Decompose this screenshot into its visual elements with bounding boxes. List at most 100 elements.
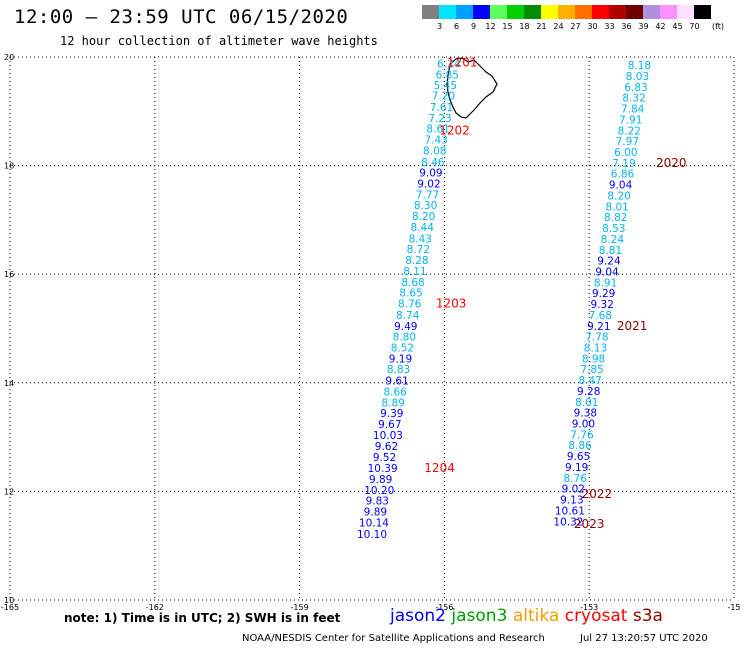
swh-value: 9.13: [560, 495, 583, 507]
legend-label: 39: [638, 22, 649, 31]
pass-time-label: 2020: [656, 156, 687, 170]
legend-label: 42: [655, 22, 666, 31]
generated-timestamp: Jul 27 13:20:57 UTC 2020: [580, 633, 708, 644]
footer-note: note: 1) Time is in UTC; 2) SWH is in fe…: [64, 611, 341, 625]
swh-value: 8.98: [582, 353, 605, 365]
lat-tick-label: 10: [4, 596, 14, 605]
swh-value: 9.00: [572, 419, 595, 431]
legend-label: 18: [519, 22, 530, 31]
swh-value: 9.02: [562, 484, 585, 496]
swh-value: 8.11: [403, 266, 426, 278]
swh-value: 8.89: [382, 397, 405, 409]
swh-value: 9.09: [419, 168, 442, 180]
map-title: 12:00 – 23:59 UTC 06/15/2020: [14, 6, 349, 28]
swh-value: 9.62: [375, 441, 398, 453]
swh-value: 8.81: [599, 245, 622, 257]
swh-value: 9.29: [592, 288, 615, 300]
swh-value: 8.65: [399, 288, 422, 300]
swh-value: 10.39: [368, 463, 398, 475]
swh-value: 8.28: [405, 255, 428, 267]
swh-value: 8.83: [387, 364, 410, 376]
swh-value: 9.49: [394, 321, 417, 333]
legend-swatch: 33: [592, 5, 615, 31]
legend-label: 9: [470, 22, 477, 31]
swh-value: 9.89: [364, 506, 387, 518]
lat-tick-label: 14: [4, 379, 14, 388]
swh-value: 9.21: [587, 321, 610, 333]
swh-value: 7.76: [570, 429, 594, 441]
legend-swatch: 39: [626, 5, 649, 31]
lat-lon-grid: [9, 56, 735, 601]
pass-time-label: 2023: [574, 517, 605, 531]
swh-value: 9.39: [380, 408, 403, 420]
swh-value: 6.00: [614, 147, 637, 159]
swh-value: 9.04: [595, 266, 619, 278]
swh-value: 8.91: [594, 277, 617, 289]
credit-text: NOAA/NESDIS Center for Satellite Applica…: [242, 633, 545, 644]
pass-time-label: 1201: [447, 55, 478, 69]
legend-label: 33: [604, 22, 615, 31]
satellite-cryosat: cryosat: [564, 606, 633, 626]
swh-value: 10.14: [359, 517, 389, 529]
satellite-altika: altika: [512, 606, 565, 626]
swh-value: 7.77: [416, 189, 439, 201]
pass-time-label: 2021: [617, 319, 648, 333]
swh-value: 9.32: [591, 299, 614, 311]
legend-swatch: 21: [524, 5, 547, 31]
lon-tick-label: -162: [146, 603, 164, 612]
lat-tick-label: 18: [4, 162, 14, 171]
lon-tick-label: -165: [1, 603, 19, 612]
swh-value: 8.82: [604, 212, 627, 224]
swh-value: 9.24: [597, 256, 621, 268]
swh-value: 8.18: [628, 60, 651, 72]
swh-value: 9.65: [567, 451, 590, 463]
legend-swatch: 15: [490, 5, 513, 31]
hawaii-coastline: [446, 57, 498, 119]
satellite-s3a: s3a: [632, 606, 663, 626]
swh-value: 8.76: [564, 473, 588, 485]
legend-swatch: 45: [660, 5, 683, 31]
swh-value: 6.86: [611, 169, 635, 181]
swh-value: 10.32: [553, 516, 583, 528]
legend-swatch: 27: [558, 5, 581, 31]
swh-points: 6.246.855.457.207.617.238.617.438.088.46…: [357, 59, 651, 541]
legend-label: 30: [587, 22, 598, 31]
legend-label: 6: [453, 22, 460, 31]
swh-value: 8.24: [601, 234, 625, 246]
swh-value: 7.78: [585, 332, 608, 344]
legend-label: 3: [436, 22, 443, 31]
legend-swatch: 36: [609, 5, 632, 31]
legend-swatch: 9: [456, 5, 476, 31]
map-subtitle: 12 hour collection of altimeter wave hei…: [60, 34, 378, 48]
swh-value: 5.45: [434, 80, 457, 92]
swh-value: 10.61: [555, 505, 585, 517]
swh-value: 9.67: [378, 419, 401, 431]
legend-swatch: [694, 5, 711, 19]
swh-value: 9.38: [574, 408, 597, 420]
swh-value: 9.83: [366, 496, 389, 508]
legend-label: 36: [621, 22, 632, 31]
swh-value: 9.28: [577, 386, 600, 398]
time-labels: 1201 1202 1203 1204 2020 2021 2022 2023: [424, 55, 686, 531]
pass-time-label: 2022: [582, 487, 613, 501]
legend-swatch: 12: [473, 5, 496, 31]
lat-tick-label: 12: [4, 487, 14, 496]
legend-swatch: 3: [422, 5, 442, 31]
legend-label: 21: [536, 22, 547, 31]
lat-tick-label: 16: [4, 270, 14, 279]
swh-value: 8.66: [383, 386, 407, 398]
swh-value: 8.01: [575, 397, 598, 409]
swh-value: 7.91: [619, 114, 642, 126]
swh-value: 8.43: [409, 233, 432, 245]
legend-label: 12: [485, 22, 496, 31]
swh-value: 8.53: [602, 223, 625, 235]
swh-value: 10.20: [364, 485, 394, 497]
swh-value: 9.89: [369, 474, 392, 486]
swh-value: 8.22: [618, 125, 641, 137]
swh-value: 8.61: [426, 124, 449, 136]
swh-value: 10.10: [357, 529, 387, 541]
swh-value: 10.03: [373, 430, 403, 442]
swh-value: 8.76: [398, 299, 422, 311]
swh-value: 8.52: [391, 343, 414, 355]
swh-value: 7.97: [616, 136, 639, 148]
